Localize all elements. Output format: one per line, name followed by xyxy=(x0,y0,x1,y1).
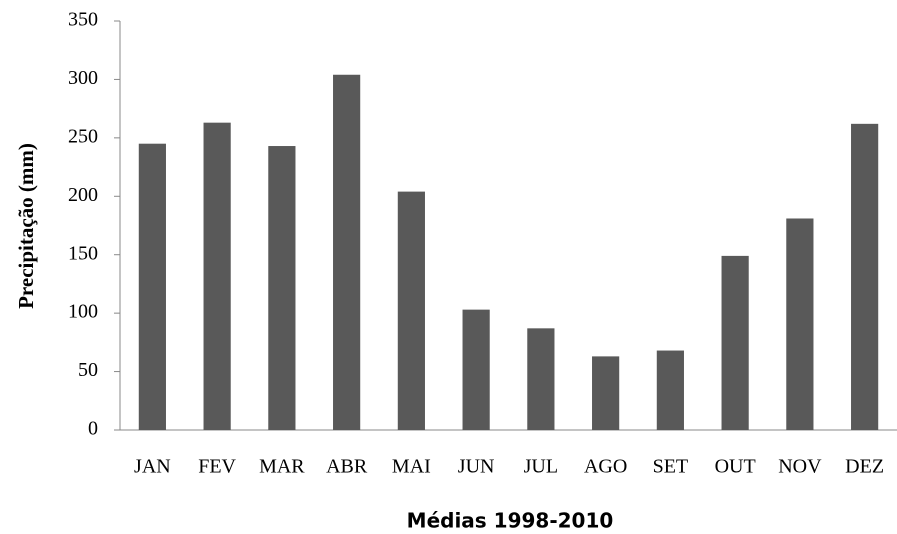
x-tick-label: MAI xyxy=(392,456,431,478)
x-tick-label: JUL xyxy=(524,456,558,478)
bar xyxy=(203,122,231,430)
y-tick-label: 350 xyxy=(68,9,98,31)
bar xyxy=(268,146,296,430)
bar xyxy=(786,218,814,430)
y-axis-label: Precipitação (mm) xyxy=(14,143,38,309)
x-tick-label: NOV xyxy=(778,456,822,478)
y-tick-label: 0 xyxy=(88,418,98,440)
bar xyxy=(851,123,879,430)
bar xyxy=(138,143,166,430)
bar xyxy=(333,74,361,431)
x-tick-label: JUN xyxy=(458,456,495,478)
bar xyxy=(397,191,425,430)
y-tick-label: 250 xyxy=(68,125,98,147)
bar xyxy=(656,350,684,430)
y-tick-label: 200 xyxy=(68,184,98,206)
y-tick-label: 100 xyxy=(68,301,98,323)
bar xyxy=(527,328,555,430)
x-tick-label: JAN xyxy=(134,456,171,478)
x-tick-label: DEZ xyxy=(845,456,884,478)
x-tick-label: OUT xyxy=(715,456,756,478)
bar xyxy=(462,309,490,430)
bar xyxy=(721,255,749,430)
y-tick-label: 150 xyxy=(68,242,98,264)
x-tick-label: SET xyxy=(653,456,689,478)
x-axis-label: Médias 1998-2010 xyxy=(407,509,614,533)
y-tick-label: 50 xyxy=(78,359,98,381)
x-tick-label: ABR xyxy=(326,456,368,478)
y-tick-label: 300 xyxy=(68,67,98,89)
x-tick-label: MAR xyxy=(259,456,305,478)
x-tick-label: AGO xyxy=(584,456,627,478)
x-tick-label: FEV xyxy=(198,456,236,478)
bar xyxy=(592,356,620,430)
